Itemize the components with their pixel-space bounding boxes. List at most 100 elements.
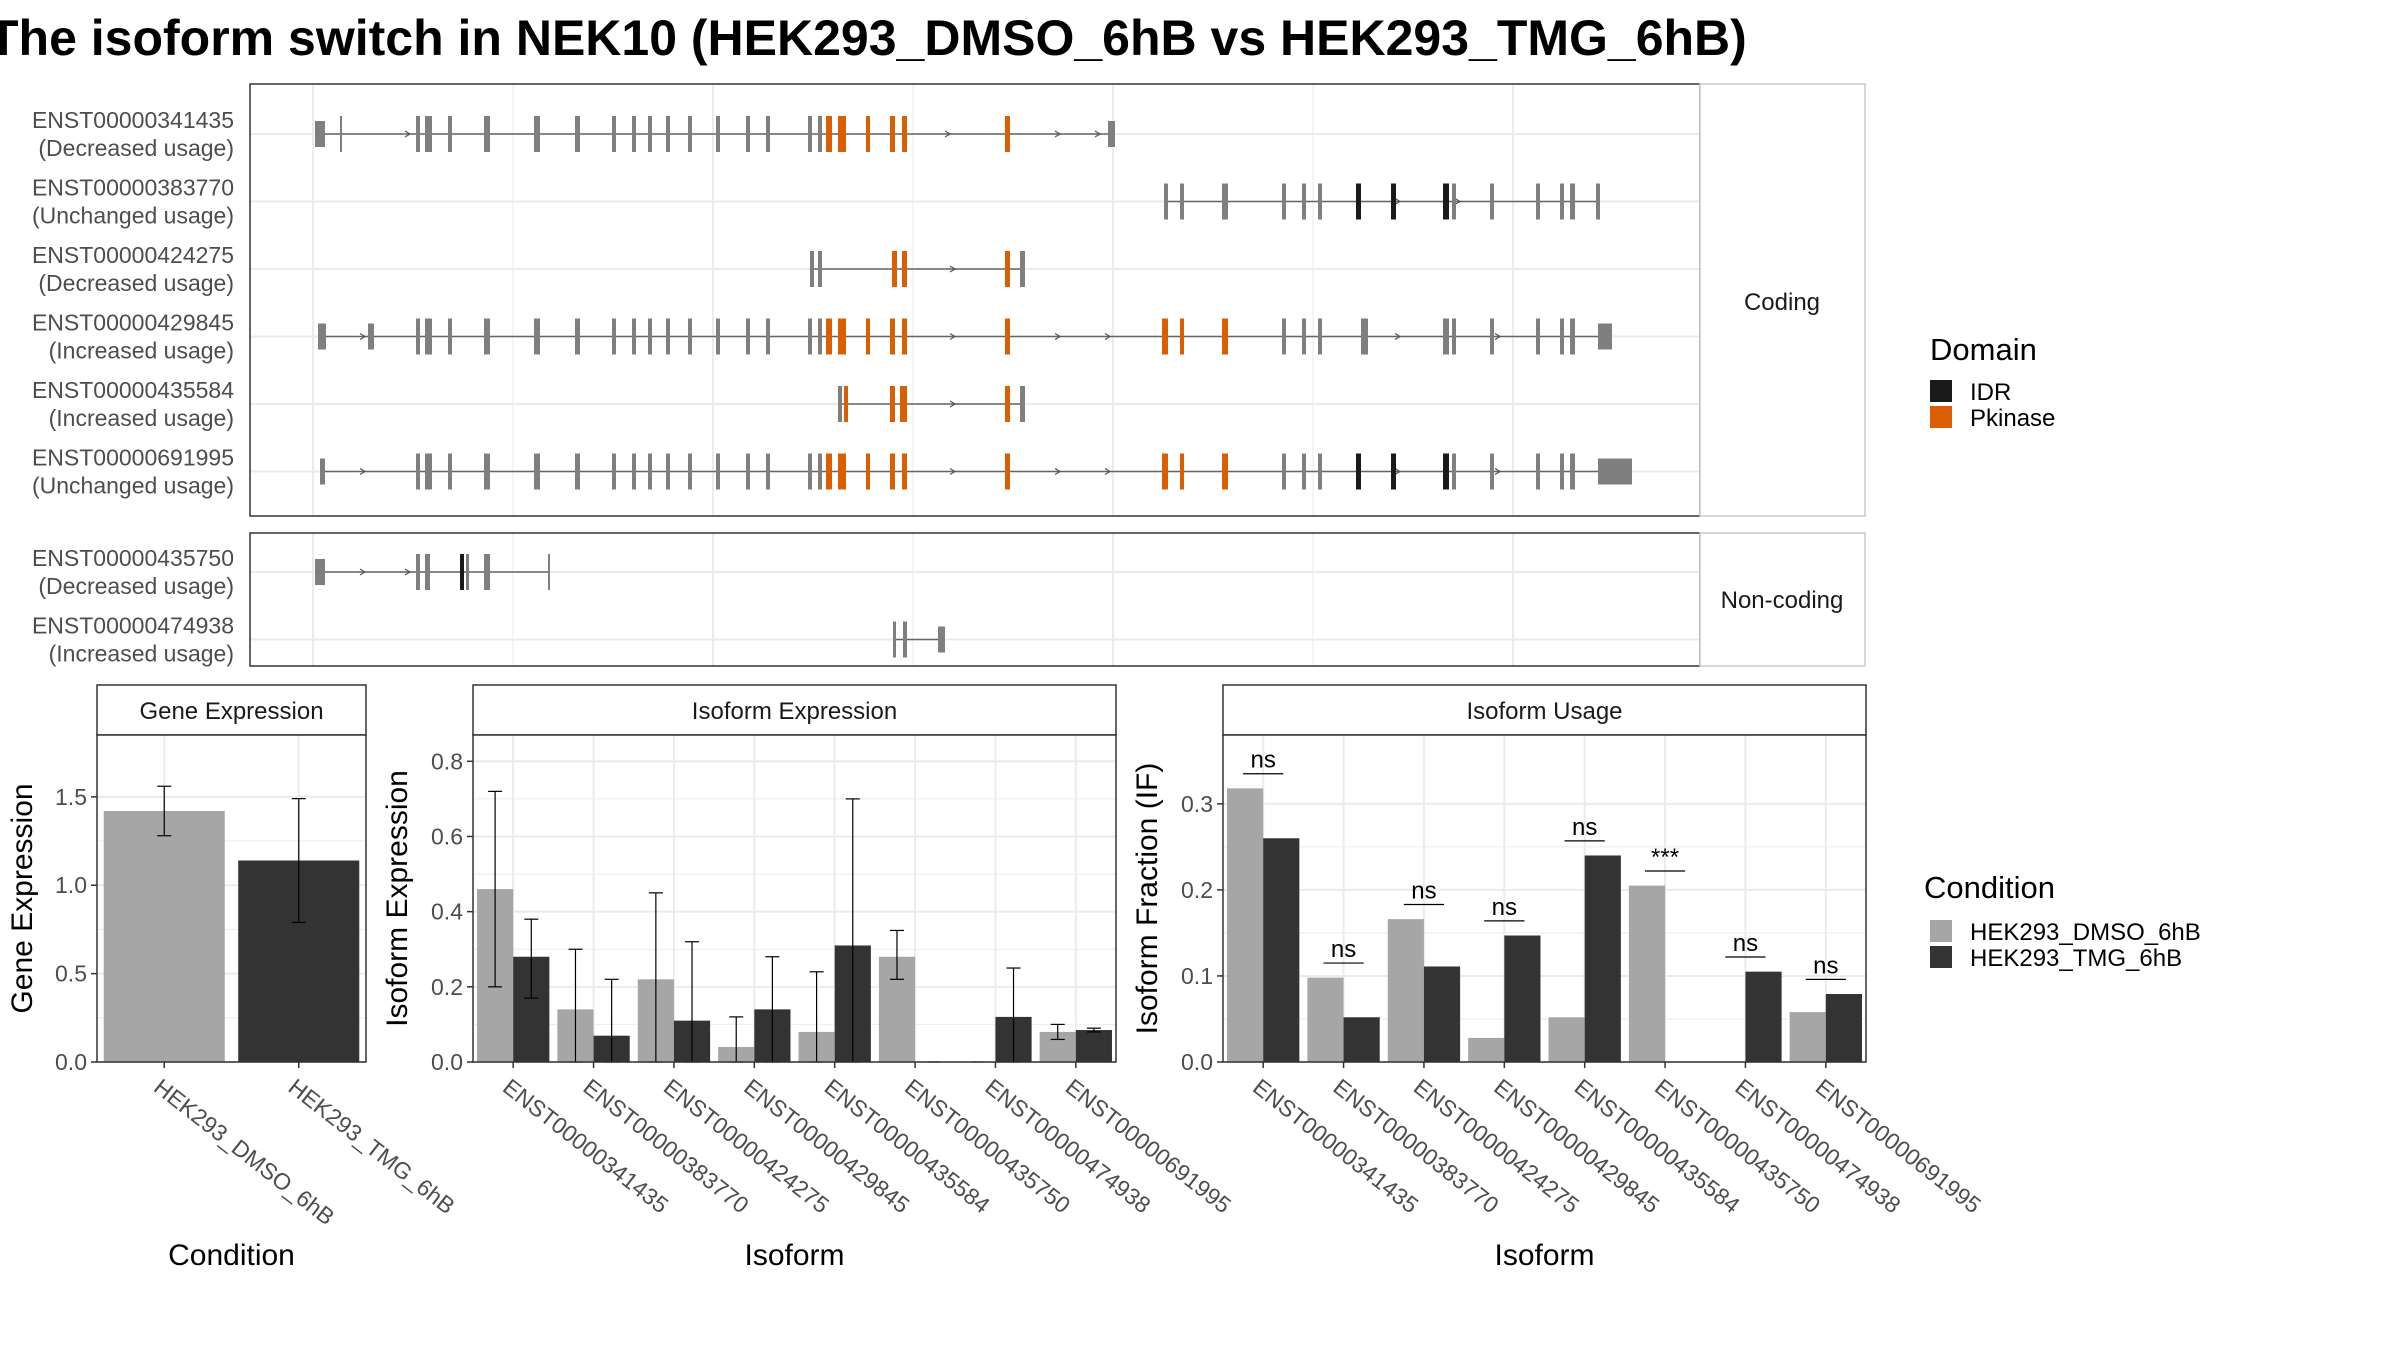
x-axis-title: Condition	[168, 1239, 295, 1272]
significance-label: ns	[1251, 747, 1276, 774]
exon-pkinase	[892, 251, 897, 287]
exon	[612, 318, 616, 355]
isoform-usage-label: (Unchanged usage)	[32, 203, 234, 229]
y-tick-label: 0.0	[431, 1049, 463, 1075]
legend-swatch-tmg	[1930, 946, 1952, 968]
exon	[612, 116, 616, 152]
exon	[575, 453, 580, 490]
isoform-label: ENST00000424275	[32, 242, 234, 268]
exon	[1302, 453, 1306, 490]
exon	[716, 453, 720, 490]
exon	[808, 116, 812, 152]
y-axis-title: Isoform Fraction (IF)	[1131, 763, 1164, 1035]
exon-pkinase	[1180, 453, 1184, 490]
exon	[688, 453, 692, 490]
exon	[1536, 453, 1540, 490]
exon	[808, 453, 812, 490]
exon	[903, 621, 907, 658]
exon	[425, 554, 430, 590]
exon-pkinase	[902, 318, 907, 355]
exon-pkinase	[866, 453, 870, 490]
isoform-usage-label: (Increased usage)	[49, 338, 234, 364]
exon	[810, 251, 814, 287]
condition-legend: Condition HEK293_DMSO_6hB HEK293_TMG_6hB	[1924, 870, 2201, 972]
y-tick-label: 0.1	[1181, 963, 1213, 989]
exon	[1490, 318, 1494, 355]
bar	[1584, 855, 1621, 1062]
legend-swatch-dmso	[1930, 920, 1952, 942]
strand-arrow-icon	[359, 332, 367, 341]
y-tick-label: 0.6	[431, 823, 463, 849]
y-tick-label: 0.8	[431, 748, 463, 774]
legend-label-idr: IDR	[1970, 379, 2011, 406]
exon	[746, 453, 750, 490]
exon	[818, 318, 822, 355]
y-tick-label: 0.4	[431, 899, 463, 925]
strand-arrow-icon	[949, 265, 957, 273]
exon-pkinase	[902, 453, 907, 490]
exon	[1452, 453, 1456, 490]
isoform-usage-label: (Unchanged usage)	[32, 473, 234, 499]
exon	[632, 116, 636, 152]
exon-pkinase	[1162, 453, 1168, 490]
exon	[575, 318, 580, 355]
exon	[1020, 251, 1025, 287]
exon	[416, 318, 420, 355]
exon	[448, 453, 452, 490]
y-tick-label: 0.3	[1181, 791, 1213, 817]
exon	[1164, 183, 1168, 220]
exon-pkinase	[826, 318, 832, 355]
exon-pkinase	[1005, 116, 1010, 152]
exon	[666, 453, 670, 490]
isoform-usage-label: (Decreased usage)	[38, 573, 234, 599]
exon	[315, 559, 325, 585]
exon-pkinase	[902, 116, 907, 152]
exon-pkinase	[1162, 318, 1168, 355]
exon	[1560, 318, 1564, 355]
bar	[1628, 885, 1666, 1062]
strand-arrow-icon	[1494, 467, 1502, 476]
strand-arrow-icon	[1094, 130, 1102, 138]
isoform-usage-label: (Increased usage)	[49, 405, 234, 431]
y-tick-label: 0.0	[55, 1049, 87, 1075]
figure-title: The isoform switch in NEK10 (HEK293_DMSO…	[0, 10, 1747, 66]
isoform-label: ENST00000691995	[32, 445, 234, 471]
exon-pkinase	[890, 318, 895, 355]
structure-panel-bg	[250, 84, 1700, 516]
plot-border	[1222, 734, 1867, 1063]
bar	[1468, 1037, 1505, 1062]
y-axis-title: Gene Expression	[6, 783, 39, 1013]
y-tick-label: 0.0	[1181, 1049, 1213, 1075]
y-tick-label: 1.5	[55, 784, 87, 810]
strand-arrow-icon	[359, 568, 367, 576]
strand-arrow-icon	[404, 130, 412, 138]
exon	[315, 121, 325, 147]
exon-pkinase	[1005, 251, 1010, 287]
isoform-usage-label: (Decreased usage)	[38, 270, 234, 296]
structure-panel-noncoding: ENST00000435750(Decreased usage) ENST0000…	[32, 532, 1701, 667]
exon	[1560, 453, 1564, 490]
exon	[318, 323, 326, 350]
exon	[666, 318, 670, 355]
strand-arrow-icon	[949, 400, 957, 408]
isoform-label: ENST00000429845	[32, 310, 234, 336]
bar	[1504, 935, 1541, 1062]
exon	[416, 116, 420, 152]
exon	[484, 554, 490, 590]
exon-pkinase	[1180, 318, 1184, 355]
strand-arrow-icon	[1454, 197, 1462, 206]
exon	[766, 116, 770, 152]
exon	[448, 116, 452, 152]
exon	[1598, 458, 1632, 485]
bar	[1263, 838, 1300, 1062]
exon	[425, 318, 432, 355]
exon-idr	[1391, 453, 1396, 490]
exon-pkinase	[826, 116, 832, 152]
exon-idr	[460, 554, 464, 590]
exon-pkinase	[866, 116, 870, 152]
exon	[1570, 453, 1575, 490]
exon	[368, 323, 374, 350]
exon-pkinase	[1005, 453, 1010, 490]
exon	[818, 116, 822, 152]
exon	[1180, 183, 1184, 220]
